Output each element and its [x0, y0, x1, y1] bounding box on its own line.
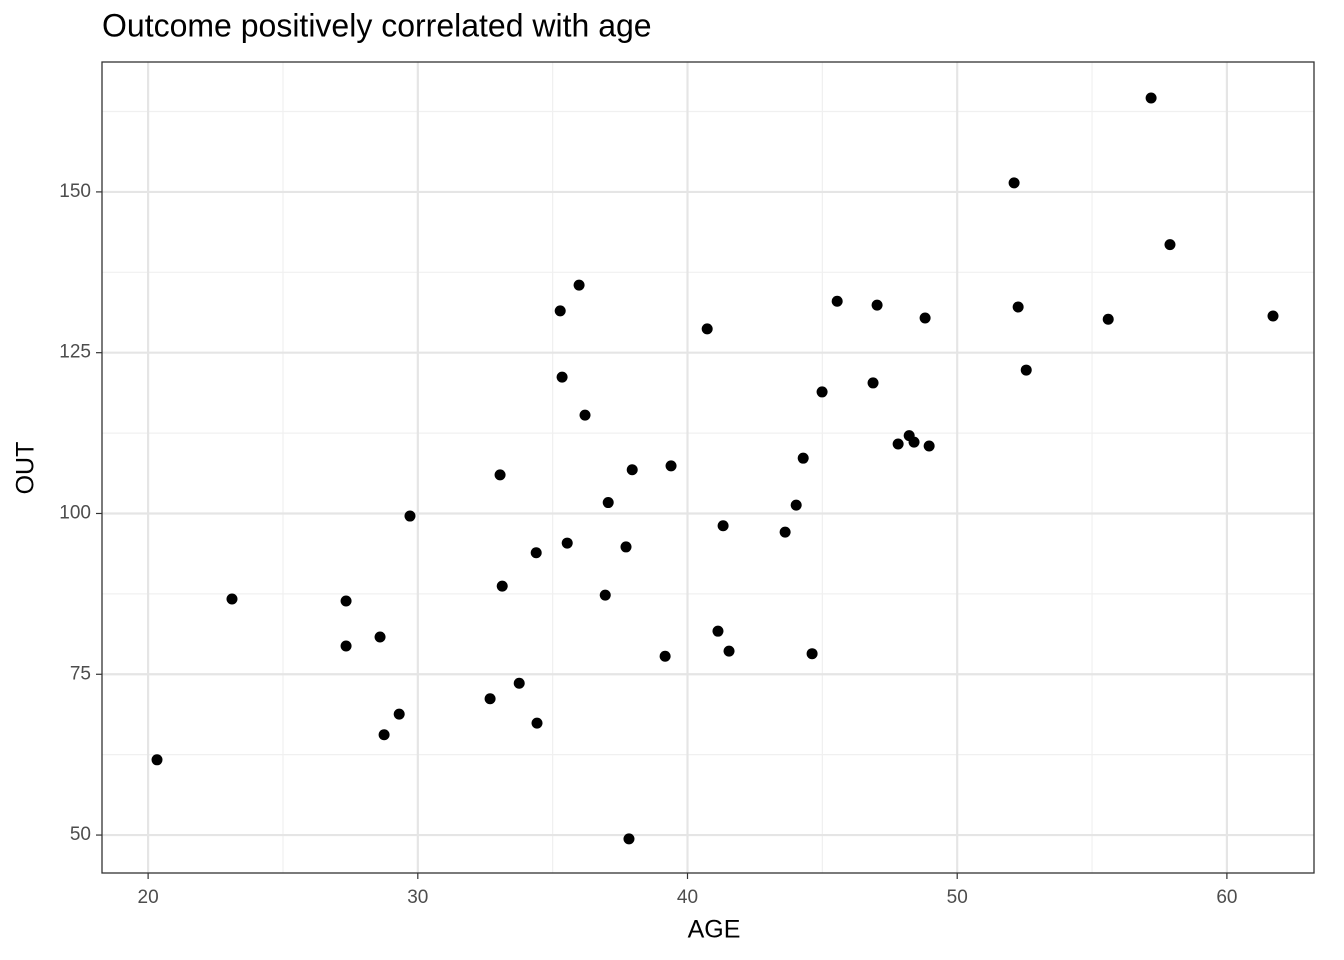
point	[806, 648, 818, 660]
point	[779, 526, 791, 538]
chart-title: Outcome positively correlated with age	[102, 7, 652, 43]
y-tick-label: 75	[70, 663, 91, 684]
point	[340, 640, 352, 652]
point	[797, 452, 809, 464]
x-tick-label: 60	[1216, 887, 1237, 908]
point	[1102, 313, 1114, 325]
point	[923, 440, 935, 452]
point	[871, 299, 883, 311]
point	[484, 693, 496, 705]
point	[717, 520, 729, 532]
point	[340, 595, 352, 607]
y-tick-label: 150	[59, 181, 91, 202]
point	[374, 631, 386, 643]
point	[602, 497, 614, 509]
point	[1267, 310, 1279, 322]
point	[404, 510, 416, 522]
point	[1020, 364, 1032, 376]
x-tick-label: 20	[138, 887, 159, 908]
y-tick-label: 125	[59, 342, 91, 363]
point	[1012, 301, 1024, 313]
point	[393, 708, 405, 720]
point	[496, 580, 508, 592]
point	[579, 409, 591, 421]
x-tick-label: 50	[947, 887, 968, 908]
point	[1008, 177, 1020, 189]
point	[659, 650, 671, 662]
point	[554, 305, 566, 317]
point	[561, 537, 573, 549]
point	[816, 386, 828, 398]
point	[226, 593, 238, 605]
point	[599, 589, 611, 601]
point	[626, 464, 638, 476]
point	[665, 460, 677, 472]
point	[556, 371, 568, 383]
point	[867, 377, 879, 389]
plot-border	[101, 61, 1315, 874]
point	[573, 279, 585, 291]
point	[494, 469, 506, 481]
x-tick-label: 30	[407, 887, 428, 908]
y-tick-label: 100	[59, 503, 91, 524]
point	[701, 323, 713, 335]
point	[908, 436, 920, 448]
y-tick-label: 50	[70, 824, 91, 845]
point	[623, 833, 635, 845]
point	[723, 645, 735, 657]
point	[151, 754, 163, 766]
point	[530, 547, 542, 559]
point	[831, 295, 843, 307]
point	[892, 438, 904, 450]
point	[531, 717, 543, 729]
point	[712, 625, 724, 637]
point	[919, 312, 931, 324]
point	[513, 677, 525, 689]
point	[1145, 92, 1157, 104]
y-axis-title: OUT	[12, 442, 40, 495]
point	[790, 499, 802, 511]
point	[378, 729, 390, 741]
point	[1164, 239, 1176, 251]
x-tick-label: 40	[677, 887, 698, 908]
x-axis-title: AGE	[688, 916, 741, 944]
point	[620, 541, 632, 553]
